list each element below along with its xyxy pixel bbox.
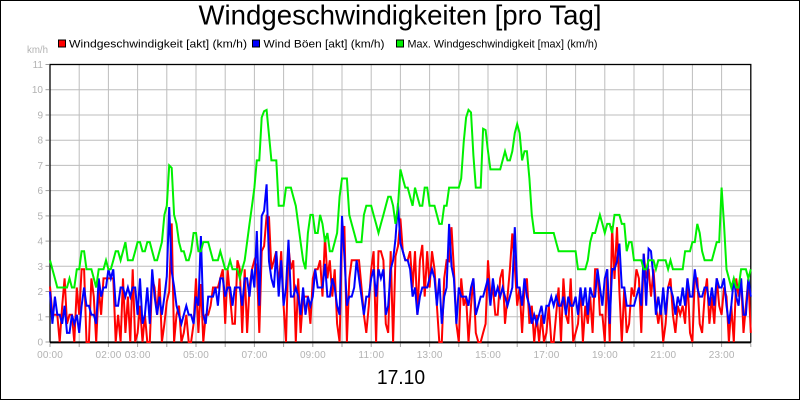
svg-text:Windgeschwindigkeit [akt] (km/: Windgeschwindigkeit [akt] (km/h) <box>69 39 247 51</box>
svg-text:8: 8 <box>37 136 43 147</box>
svg-text:4: 4 <box>37 237 43 248</box>
svg-text:7: 7 <box>37 161 43 172</box>
svg-text:07:00: 07:00 <box>242 350 268 361</box>
svg-text:6: 6 <box>37 186 43 197</box>
svg-text:05:00: 05:00 <box>183 350 209 361</box>
svg-text:1: 1 <box>37 312 43 323</box>
svg-text:Max. Windgeschwindigkeit [max]: Max. Windgeschwindigkeit [max] (km/h) <box>408 39 598 51</box>
svg-text:2: 2 <box>37 287 43 298</box>
svg-text:0: 0 <box>37 338 43 349</box>
svg-text:9: 9 <box>37 111 43 122</box>
svg-text:02:00: 02:00 <box>96 350 122 361</box>
svg-text:11: 11 <box>33 60 44 71</box>
svg-text:Windgeschwindigkeiten [pro Tag: Windgeschwindigkeiten [pro Tag] <box>199 0 602 31</box>
svg-text:03:00: 03:00 <box>125 350 151 361</box>
svg-text:15:00: 15:00 <box>475 350 501 361</box>
svg-text:km/h: km/h <box>27 45 48 56</box>
svg-text:21:00: 21:00 <box>650 350 676 361</box>
svg-text:19:00: 19:00 <box>592 350 618 361</box>
svg-text:09:00: 09:00 <box>300 350 326 361</box>
svg-text:Wind Böen [akt] (km/h): Wind Böen [akt] (km/h) <box>264 39 385 51</box>
svg-text:5: 5 <box>37 211 43 222</box>
svg-text:11:00: 11:00 <box>358 350 384 361</box>
svg-text:3: 3 <box>37 262 43 273</box>
svg-text:23:00: 23:00 <box>709 350 735 361</box>
svg-text:17.10: 17.10 <box>377 367 425 389</box>
svg-text:00:00: 00:00 <box>37 350 63 361</box>
svg-text:13:00: 13:00 <box>417 350 443 361</box>
svg-text:17:00: 17:00 <box>534 350 560 361</box>
svg-text:10: 10 <box>32 85 44 96</box>
